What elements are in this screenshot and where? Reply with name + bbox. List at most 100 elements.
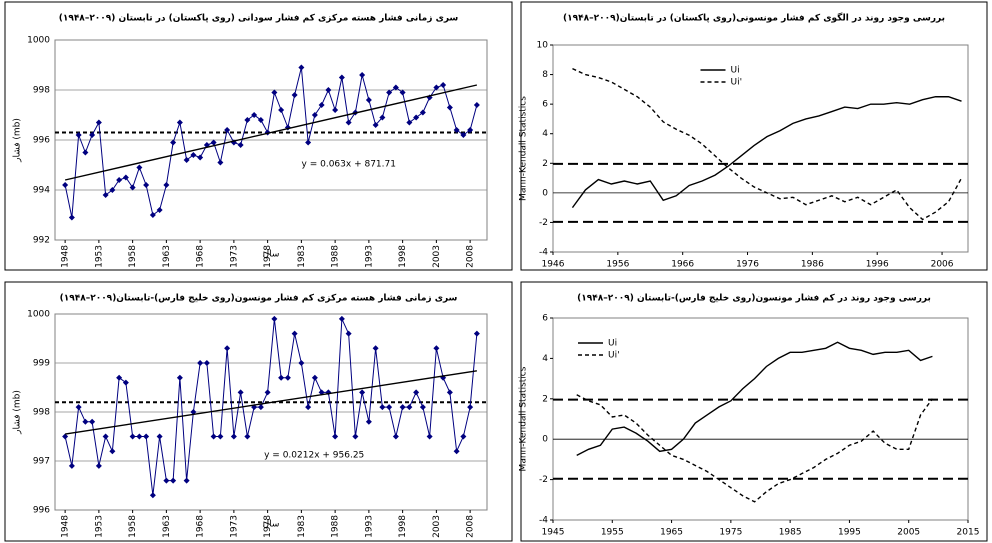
point xyxy=(325,87,332,93)
point xyxy=(149,492,156,499)
panel-frame xyxy=(520,281,988,542)
y-axis-label: Mann-Kendall Statistics xyxy=(519,96,529,201)
y-tick-label: 2 xyxy=(542,159,548,169)
point xyxy=(332,107,339,113)
y-tick-label: -4 xyxy=(539,516,548,526)
x-tick-label: 1968 xyxy=(196,515,206,538)
point xyxy=(271,89,278,96)
equation: y = 0.063x + 871.71 xyxy=(302,160,396,170)
point xyxy=(406,119,413,126)
chart-panel: بررسی وجود روند در کم فشار مونسون(روی خل… xyxy=(519,281,988,542)
y-tick-label: 996 xyxy=(33,506,50,516)
y-tick-label: 997 xyxy=(33,457,50,467)
x-tick-label: 1946 xyxy=(542,260,565,270)
y-tick-label: -4 xyxy=(539,248,548,258)
point xyxy=(419,109,426,116)
x-tick-label: 1968 xyxy=(196,245,206,268)
point xyxy=(237,142,244,148)
point xyxy=(122,379,129,386)
point xyxy=(305,139,312,146)
x-tick-label: 2005 xyxy=(897,528,920,538)
point xyxy=(473,102,480,108)
legend-label: Ui xyxy=(731,66,740,76)
point xyxy=(116,374,123,381)
point xyxy=(291,330,298,337)
point xyxy=(278,374,285,381)
point xyxy=(190,152,197,158)
x-tick-label: 1948 xyxy=(61,245,71,268)
point xyxy=(365,418,372,425)
plot-area xyxy=(552,44,969,253)
x-tick-label: 1953 xyxy=(94,245,104,268)
point xyxy=(75,404,82,411)
x-tick-label: 1955 xyxy=(601,528,624,538)
y-axis-label: فشار (mb) xyxy=(13,118,23,163)
point xyxy=(62,433,69,440)
point xyxy=(419,404,426,411)
point xyxy=(379,404,386,411)
point xyxy=(386,89,393,96)
y-axis-label: Mann-Kendall Statistics xyxy=(519,366,529,471)
point xyxy=(156,207,163,213)
point xyxy=(426,433,433,440)
x-tick-label: 1965 xyxy=(660,528,683,538)
point xyxy=(338,315,345,322)
point xyxy=(392,433,399,440)
chart-panel: سری زمانی فشار هسته مرکزی کم فشار مونسون… xyxy=(4,281,513,542)
y-tick-label: 4 xyxy=(542,354,548,364)
point xyxy=(89,418,96,425)
point xyxy=(352,433,359,440)
chart-title: سری زمانی فشار هسته مرکزی کم فشار مونسون… xyxy=(60,294,458,304)
y-tick-label: -2 xyxy=(539,218,548,228)
point xyxy=(460,132,467,138)
y-tick-label: 994 xyxy=(33,186,50,196)
chart-title: بررسی وجود روند در الگوی کم فشار مونسونی… xyxy=(563,12,945,24)
point xyxy=(467,127,474,133)
point xyxy=(473,330,480,337)
point xyxy=(318,102,325,108)
x-tick-label: 1975 xyxy=(719,528,742,538)
point xyxy=(109,187,116,193)
point xyxy=(170,139,177,146)
point xyxy=(278,107,285,113)
point xyxy=(257,404,264,411)
point xyxy=(311,374,318,381)
point xyxy=(102,192,109,198)
x-tick-label: 1995 xyxy=(838,528,861,538)
x-tick-label: 2008 xyxy=(466,515,476,538)
x-tick-label: 2008 xyxy=(466,245,476,268)
x-tick-label: 1958 xyxy=(128,515,138,538)
point xyxy=(311,112,318,118)
point xyxy=(217,433,224,440)
point xyxy=(345,119,352,126)
point xyxy=(305,404,312,411)
point xyxy=(210,433,217,440)
point xyxy=(345,330,352,337)
y-tick-label: 2 xyxy=(542,394,548,404)
y-tick-label: 8 xyxy=(542,70,548,80)
point xyxy=(406,404,413,411)
point xyxy=(197,154,204,161)
x-tick-label: 1973 xyxy=(229,515,239,538)
x-tick-label: 1948 xyxy=(61,515,71,538)
point xyxy=(82,149,89,156)
point xyxy=(433,84,440,91)
point xyxy=(163,477,170,484)
panel-frame xyxy=(4,281,513,542)
legend-label: Ui' xyxy=(731,78,743,88)
point xyxy=(82,418,89,425)
x-tick-label: 1983 xyxy=(297,245,307,268)
x-tick-label: 1998 xyxy=(398,245,408,268)
point xyxy=(136,433,143,440)
point xyxy=(183,157,190,163)
point xyxy=(102,433,109,440)
series-line xyxy=(576,341,933,456)
point xyxy=(284,374,291,381)
x-tick-label: 1988 xyxy=(331,245,341,268)
panel-frame xyxy=(520,1,988,271)
point xyxy=(149,212,156,218)
x-tick-label: 1966 xyxy=(671,260,694,270)
series-line xyxy=(576,394,933,503)
point xyxy=(453,127,460,133)
